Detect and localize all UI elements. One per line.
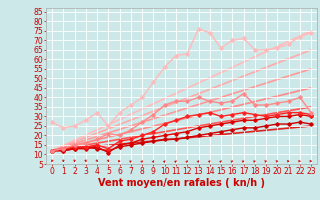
X-axis label: Vent moyen/en rafales ( kn/h ): Vent moyen/en rafales ( kn/h ): [98, 178, 265, 188]
